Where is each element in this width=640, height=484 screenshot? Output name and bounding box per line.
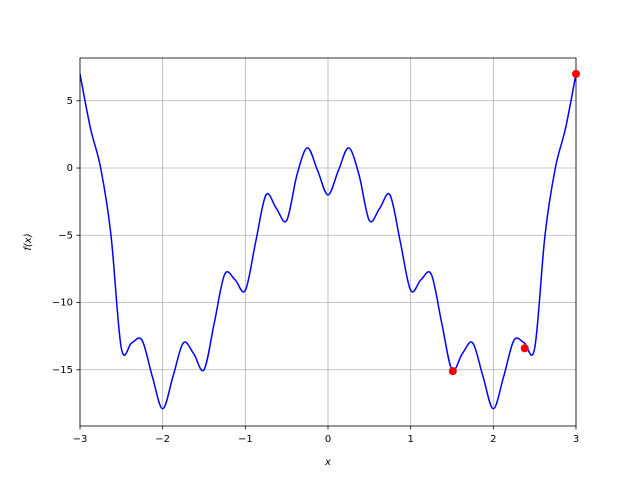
y-axis-label: f(x) bbox=[23, 233, 34, 250]
x-tick-label: 0 bbox=[325, 434, 331, 445]
y-tick-label: 0 bbox=[67, 163, 73, 174]
point bbox=[520, 344, 529, 353]
x-tick-label: 2 bbox=[490, 434, 496, 445]
y-tick-label: −5 bbox=[58, 230, 73, 241]
x-tick-label: −2 bbox=[155, 434, 170, 445]
point bbox=[572, 69, 580, 78]
curve bbox=[80, 73, 576, 410]
plot-area bbox=[80, 73, 576, 410]
y-tick-label: −15 bbox=[52, 365, 73, 376]
x-axis-label: x bbox=[324, 457, 331, 468]
ticks: −3 −2 −1 0 1 2 3−15−10−505 bbox=[52, 96, 579, 445]
grid bbox=[79, 58, 577, 426]
x-tick-label: −1 bbox=[238, 434, 253, 445]
x-tick-label: 3 bbox=[573, 434, 579, 445]
x-tick-label: −3 bbox=[73, 434, 88, 445]
point bbox=[448, 367, 457, 376]
y-tick-label: 5 bbox=[67, 96, 73, 107]
y-tick-label: −10 bbox=[52, 298, 73, 309]
x-tick-label: 1 bbox=[407, 434, 413, 445]
